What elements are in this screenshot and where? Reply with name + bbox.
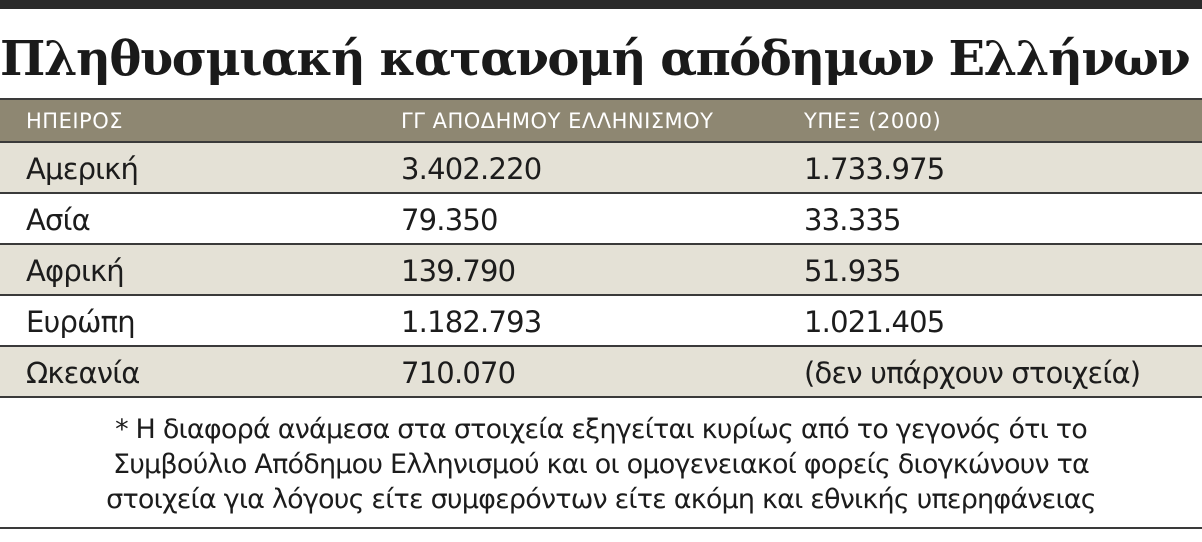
cell-gg-value: 710.070 bbox=[401, 356, 516, 390]
cell-continent: Αφρική bbox=[26, 254, 125, 288]
cell-gg-value: 139.790 bbox=[401, 254, 516, 288]
cell-ypex-value: (δεν υπάρχουν στοιχεία) bbox=[804, 356, 1141, 390]
bottom-rule bbox=[0, 527, 1202, 529]
cell-continent: Αμερική bbox=[26, 152, 139, 186]
table-row: Αμερική 3.402.220 1.733.975 bbox=[0, 143, 1202, 194]
footnote-line: Συμβούλιο Απόδημου Ελληνισμού και οι ομο… bbox=[112, 449, 1090, 480]
cell-ypex-value: 1.021.405 bbox=[804, 305, 945, 339]
cell-continent: Ασία bbox=[26, 203, 91, 237]
cell-gg-value: 3.402.220 bbox=[401, 152, 542, 186]
header-gg-apodimou: ΓΓ ΑΠΟΔΗΜΟΥ ΕΛΛΗΝΙΣΜΟΥ bbox=[401, 109, 714, 133]
table-row: Ευρώπη 1.182.793 1.021.405 bbox=[0, 296, 1202, 347]
table-row: Ωκεανία 710.070 (δεν υπάρχουν στοιχεία) bbox=[0, 347, 1202, 398]
top-rule bbox=[0, 0, 1202, 9]
cell-gg-value: 79.350 bbox=[401, 203, 498, 237]
header-continent: ΗΠΕΙΡΟΣ bbox=[26, 109, 124, 133]
table-header-row: ΗΠΕΙΡΟΣ ΓΓ ΑΠΟΔΗΜΟΥ ΕΛΛΗΝΙΣΜΟΥ ΥΠΕΞ (200… bbox=[0, 98, 1202, 143]
table-row: Αφρική 139.790 51.935 bbox=[0, 245, 1202, 296]
cell-continent: Ευρώπη bbox=[26, 305, 136, 339]
footnote-line: στοιχεία για λόγους είτε συμφερόντων είτ… bbox=[106, 484, 1097, 515]
cell-ypex-value: 1.733.975 bbox=[804, 152, 945, 186]
header-ypex: ΥΠΕΞ (2000) bbox=[804, 109, 942, 133]
page-title: Πληθυσμιακή κατανομή απόδημων Ελλήνων * bbox=[0, 31, 1202, 87]
cell-ypex-value: 33.335 bbox=[804, 203, 901, 237]
cell-ypex-value: 51.935 bbox=[804, 254, 901, 288]
footnote-line: * Η διαφορά ανάμεσα στα στοιχεία εξηγείτ… bbox=[115, 414, 1088, 445]
cell-continent: Ωκεανία bbox=[26, 356, 140, 390]
cell-gg-value: 1.182.793 bbox=[401, 305, 542, 339]
population-table: ΗΠΕΙΡΟΣ ΓΓ ΑΠΟΔΗΜΟΥ ΕΛΛΗΝΙΣΜΟΥ ΥΠΕΞ (200… bbox=[0, 98, 1202, 398]
table-row: Ασία 79.350 33.335 bbox=[0, 194, 1202, 245]
footnote: * Η διαφορά ανάμεσα στα στοιχεία εξηγείτ… bbox=[0, 412, 1202, 517]
